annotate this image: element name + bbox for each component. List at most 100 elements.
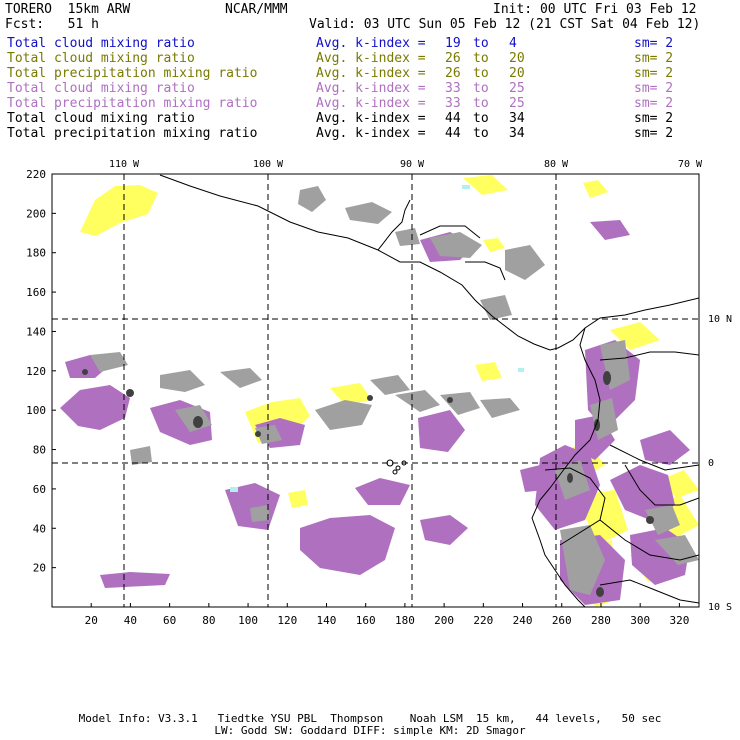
galapagos-islands bbox=[386, 459, 407, 475]
legend-index-label: Avg. k-index = bbox=[316, 51, 426, 66]
legend-index-high: 20 bbox=[509, 66, 525, 81]
legend-index-low: 33 bbox=[445, 96, 461, 111]
y-tick-label: 220 bbox=[26, 168, 46, 181]
y-tick-label: 20 bbox=[33, 562, 46, 575]
legend-index-low: 33 bbox=[445, 81, 461, 96]
coastlines bbox=[159, 174, 699, 607]
x-tick-label: 20 bbox=[85, 614, 98, 627]
legend-index-label: Avg. k-index = bbox=[316, 36, 426, 51]
legend-smoothing: sm= 2 bbox=[634, 96, 674, 111]
graticule bbox=[52, 174, 699, 607]
longitude-label: 80 W bbox=[544, 159, 569, 170]
legend-field-label: Total cloud mixing ratio bbox=[7, 51, 195, 66]
latitude-label: 0 bbox=[708, 458, 714, 469]
legend-row: Total cloud mixing ratio Avg. k-index = 33… bbox=[7, 81, 737, 96]
legend-index-high: 25 bbox=[509, 96, 525, 111]
legend-index-high: 4 bbox=[509, 36, 517, 51]
legend-field-label: Total precipitation mixing ratio bbox=[7, 66, 258, 81]
x-tick-label: 80 bbox=[202, 614, 215, 627]
legend-index-high: 34 bbox=[509, 111, 525, 126]
init-time: Init: 00 UTC Fri 03 Feb 12 bbox=[493, 2, 697, 17]
x-tick-label: 320 bbox=[669, 614, 689, 627]
x-tick-label: 200 bbox=[434, 614, 454, 627]
x-tick-label: 220 bbox=[473, 614, 493, 627]
plot-frame bbox=[51, 173, 700, 608]
legend-field-label: Total precipitation mixing ratio bbox=[7, 126, 258, 141]
x-tick-label: 280 bbox=[591, 614, 611, 627]
cloud-gray-regions bbox=[90, 186, 699, 595]
legend-to: to bbox=[473, 36, 489, 51]
x-tick-label: 120 bbox=[277, 614, 297, 627]
y-tick-label: 140 bbox=[26, 325, 46, 338]
model-title: TORERO 15km ARW bbox=[5, 2, 131, 17]
y-tick-label: 100 bbox=[26, 404, 46, 417]
longitude-label: 90 W bbox=[400, 159, 425, 170]
x-tick-label: 180 bbox=[395, 614, 415, 627]
y-tick-label: 200 bbox=[26, 207, 46, 220]
ice-cyan-regions bbox=[230, 185, 524, 492]
y-tick-label: 180 bbox=[26, 247, 46, 260]
legend-row: Total cloud mixing ratio Avg. k-index = 44… bbox=[7, 111, 737, 126]
model-info-line1: Model Info: V3.3.1 Tiedtke YSU PBL Thomp… bbox=[78, 712, 662, 725]
legend-to: to bbox=[473, 66, 489, 81]
x-tick-label: 140 bbox=[317, 614, 337, 627]
legend-index-label: Avg. k-index = bbox=[316, 66, 426, 81]
legend-field-label: Total cloud mixing ratio bbox=[7, 36, 195, 51]
legend-to: to bbox=[473, 111, 489, 126]
legend-to: to bbox=[473, 126, 489, 141]
x-tick-label: 240 bbox=[513, 614, 533, 627]
legend-index-low: 26 bbox=[445, 66, 461, 81]
legend-index-low: 19 bbox=[445, 36, 461, 51]
legend-field-label: Total precipitation mixing ratio bbox=[7, 96, 258, 111]
latitude-label: 10 S bbox=[708, 602, 732, 613]
legend-index-label: Avg. k-index = bbox=[316, 126, 426, 141]
legend-row: Total precipitation mixing ratio Avg. k-i… bbox=[7, 96, 737, 111]
longitude-label: 110 W bbox=[109, 159, 140, 170]
legend-row: Total cloud mixing ratio Avg. k-index = 19… bbox=[7, 36, 737, 51]
y-tick-label: 80 bbox=[33, 444, 46, 457]
legend-index-high: 34 bbox=[509, 126, 525, 141]
legend-index-label: Avg. k-index = bbox=[316, 81, 426, 96]
legend-smoothing: sm= 2 bbox=[634, 36, 674, 51]
legend-to: to bbox=[473, 51, 489, 66]
longitude-label: 70 W bbox=[678, 159, 703, 170]
model-info-line2: LW: Godd SW: Goddard DIFF: simple KM: 2D… bbox=[214, 724, 526, 737]
valid-time: Valid: 03 UTC Sun 05 Feb 12 (21 CST Sat … bbox=[309, 17, 701, 32]
legend-smoothing: sm= 2 bbox=[634, 81, 674, 96]
legend-smoothing: sm= 2 bbox=[634, 111, 674, 126]
longitude-label: 100 W bbox=[253, 159, 284, 170]
legend-field-label: Total cloud mixing ratio bbox=[7, 81, 195, 96]
x-tick-label: 60 bbox=[163, 614, 176, 627]
cloud-dark-cores bbox=[82, 369, 654, 597]
axis-labels: 20 40 60 80 100 120 140 160 180 200 220 240 260 280 30… bbox=[26, 159, 732, 627]
legend-to: to bbox=[473, 81, 489, 96]
legend-smoothing: sm= 2 bbox=[634, 126, 674, 141]
legend-row: Total cloud mixing ratio Avg. k-index = 26… bbox=[7, 51, 737, 66]
legend-index-low: 44 bbox=[445, 126, 461, 141]
legend-row: Total precipitation mixing ratio Avg. k-i… bbox=[7, 126, 737, 141]
y-tick-label: 40 bbox=[33, 522, 46, 535]
legend-index-high: 25 bbox=[509, 81, 525, 96]
forecast-hour: Fcst: 51 h bbox=[5, 17, 99, 32]
x-tick-label: 260 bbox=[552, 614, 572, 627]
legend-to: to bbox=[473, 96, 489, 111]
x-tick-label: 100 bbox=[238, 614, 258, 627]
x-tick-label: 300 bbox=[630, 614, 650, 627]
x-tick-label: 40 bbox=[124, 614, 137, 627]
y-tick-label: 60 bbox=[33, 483, 46, 496]
legend-index-label: Avg. k-index = bbox=[316, 96, 426, 111]
field-shading bbox=[52, 174, 699, 607]
legend-index-high: 20 bbox=[509, 51, 525, 66]
legend-field-label: Total cloud mixing ratio bbox=[7, 111, 195, 126]
y-tick-label: 120 bbox=[26, 365, 46, 378]
latitude-label: 10 N bbox=[708, 314, 732, 325]
x-tick-label: 160 bbox=[356, 614, 376, 627]
legend-index-low: 26 bbox=[445, 51, 461, 66]
legend-row: Total precipitation mixing ratio Avg. k-i… bbox=[7, 66, 737, 81]
legend-smoothing: sm= 2 bbox=[634, 51, 674, 66]
y-tick-label: 160 bbox=[26, 286, 46, 299]
legend-index-low: 44 bbox=[445, 111, 461, 126]
legend-smoothing: sm= 2 bbox=[634, 66, 674, 81]
legend-index-label: Avg. k-index = bbox=[316, 111, 426, 126]
